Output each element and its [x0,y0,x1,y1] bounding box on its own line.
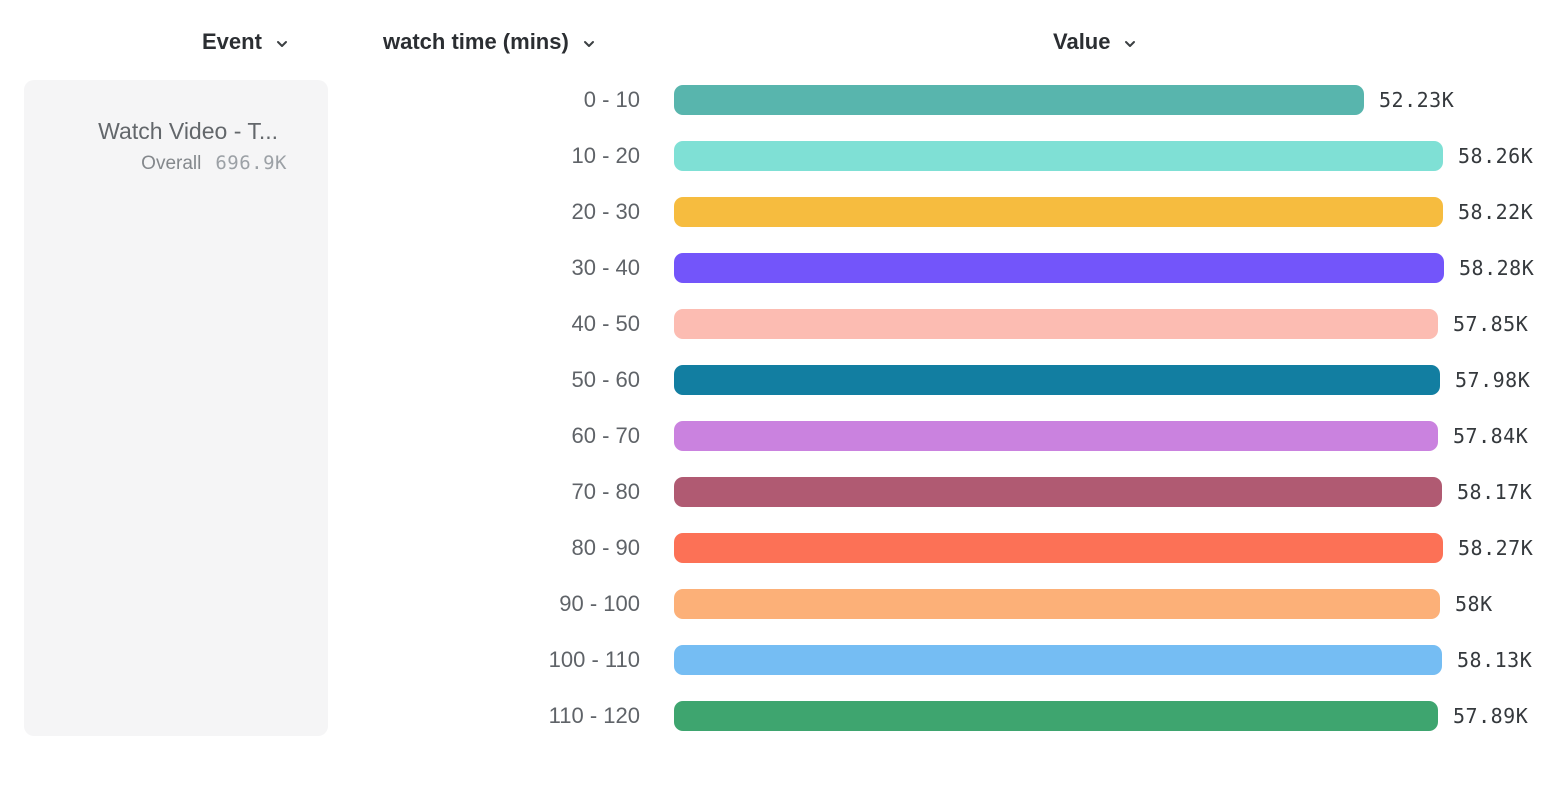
chart-row: 30 - 40 58.28K [0,253,1568,283]
category-label: 20 - 30 [571,199,641,224]
chart-row: 100 - 110 58.13K [0,645,1568,675]
chart-row: 40 - 50 57.85K [0,309,1568,339]
breakdown-column-label: watch time (mins) [383,29,569,54]
bar-segment[interactable] [674,141,1443,171]
bar-segment[interactable] [674,253,1444,283]
value-label: 58.27K [1458,536,1534,560]
bar-segment[interactable] [674,365,1440,395]
category-label: 80 - 90 [571,535,641,560]
value-label: 58.17K [1457,480,1533,504]
value-column-dropdown[interactable]: Value [1053,27,1138,57]
event-column-dropdown[interactable]: Event [202,27,290,57]
value-label: 58.26K [1458,144,1534,168]
category-label: 0 - 10 [583,87,640,112]
breakdown-column-dropdown[interactable]: watch time (mins) [383,27,597,57]
value-label: 57.85K [1453,312,1529,336]
value-label: 58K [1455,592,1493,616]
category-label: 10 - 20 [571,143,641,168]
value-label: 57.89K [1453,704,1529,728]
bar-segment[interactable] [674,421,1438,451]
bar-segment[interactable] [674,645,1442,675]
chart-row: 90 - 100 58K [0,589,1568,619]
chart-row: 0 - 10 52.23K [0,85,1568,115]
chart-row: 10 - 20 58.26K [0,141,1568,171]
category-label: 40 - 50 [571,311,641,336]
value-label: 57.98K [1455,368,1531,392]
value-label: 57.84K [1453,424,1529,448]
bar-segment[interactable] [674,701,1438,731]
event-column-label: Event [202,29,262,54]
category-label: 30 - 40 [571,255,641,280]
value-label: 58.13K [1457,648,1533,672]
overall-label: Overall [141,153,202,174]
chart-row: 110 - 120 57.89K [0,701,1568,731]
category-label: 50 - 60 [571,367,641,392]
chevron-down-icon [581,36,597,52]
value-label: 58.28K [1459,256,1535,280]
category-label: 70 - 80 [571,479,641,504]
chart-row: 60 - 70 57.84K [0,421,1568,451]
bar-segment[interactable] [674,197,1443,227]
overall-value: 696.9K [215,152,287,174]
value-column-label: Value [1053,29,1111,54]
chart-row: 70 - 80 58.17K [0,477,1568,507]
category-label: 100 - 110 [548,647,640,672]
chevron-down-icon [1122,36,1138,52]
chart-row: 80 - 90 58.27K [0,533,1568,563]
event-overall-row: Overall 696.9K [24,152,328,175]
chevron-down-icon [274,36,290,52]
event-title: Watch Video - T... [98,118,278,144]
value-label: 58.22K [1458,200,1534,224]
event-card[interactable]: Watch Video - T... Overall 696.9K [24,80,328,736]
category-label: 110 - 120 [548,703,640,728]
bar-segment[interactable] [674,533,1443,563]
bar-segment[interactable] [674,589,1440,619]
bar-segment[interactable] [674,309,1438,339]
bar-segment[interactable] [674,85,1364,115]
bar-segment[interactable] [674,477,1442,507]
chart-row: 50 - 60 57.98K [0,365,1568,395]
category-label: 90 - 100 [559,591,640,616]
category-label: 60 - 70 [571,423,641,448]
chart-row: 20 - 30 58.22K [0,197,1568,227]
value-label: 52.23K [1379,88,1455,112]
